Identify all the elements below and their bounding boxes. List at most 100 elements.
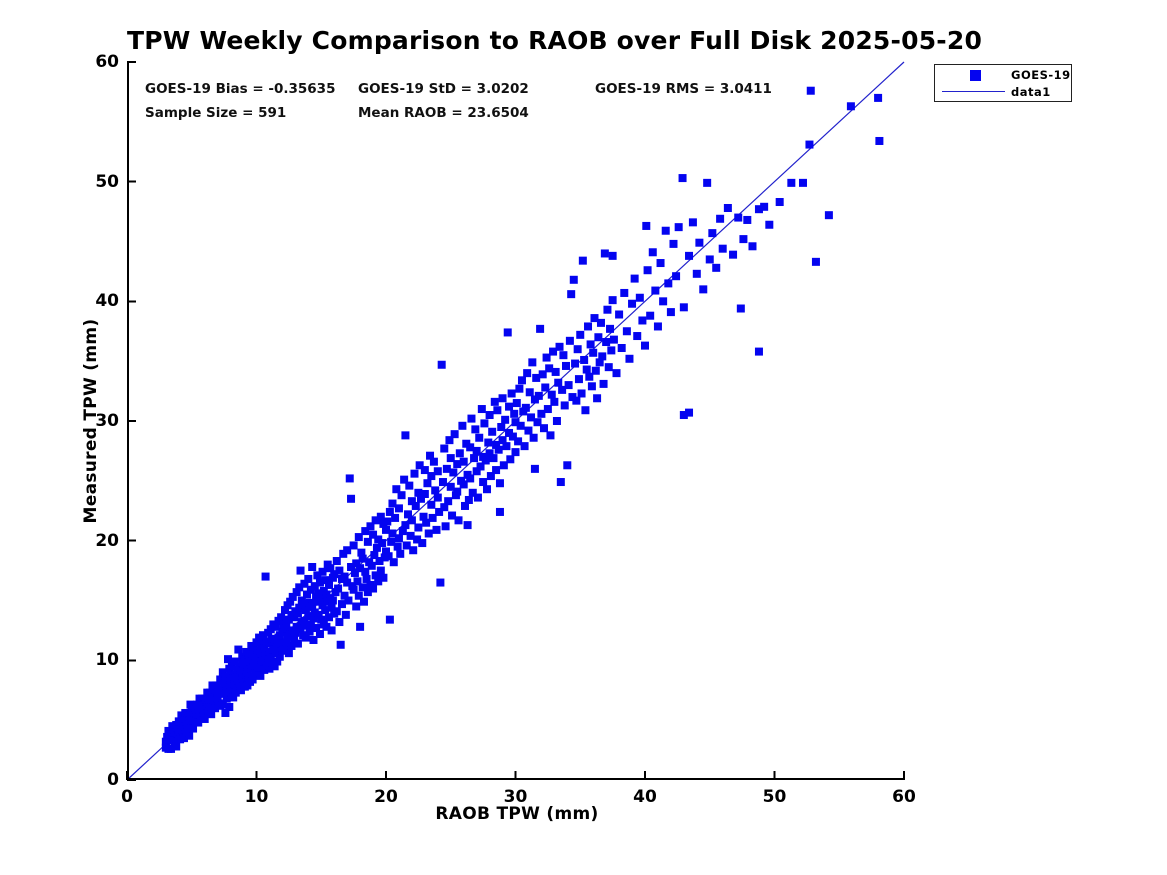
scatter-point <box>483 485 492 494</box>
scatter-point <box>436 578 445 587</box>
scatter-point <box>438 478 447 487</box>
scatter-point <box>334 584 343 593</box>
scatter-point <box>765 220 774 229</box>
scatter-point <box>511 418 520 427</box>
scatter-point <box>309 614 318 623</box>
scatter-point <box>503 328 512 337</box>
scatter-point <box>314 610 323 619</box>
chart-title: TPW Weekly Comparison to RAOB over Full … <box>127 26 983 55</box>
scatter-point <box>293 609 302 618</box>
scatter-point <box>486 472 495 481</box>
scatter-point <box>661 226 670 235</box>
scatter-point <box>325 613 334 622</box>
scatter-point <box>312 624 321 633</box>
scatter-point <box>231 670 240 679</box>
scatter-point <box>729 250 738 259</box>
scatter-point <box>394 534 403 543</box>
scatter-point <box>563 461 572 470</box>
scatter-point <box>255 663 264 672</box>
scatter-point <box>280 624 289 633</box>
scatter-point <box>414 523 423 532</box>
scatter-point <box>495 479 504 488</box>
scatter-point <box>340 591 349 600</box>
scatter-point <box>572 396 581 405</box>
scatter-point <box>718 244 727 253</box>
scatter-point <box>256 671 265 680</box>
y-tick-label: 40 <box>95 291 119 312</box>
y-tick-label: 30 <box>95 411 119 431</box>
scatter-point <box>525 388 534 397</box>
scatter-point <box>577 389 586 398</box>
scatter-point <box>402 541 411 550</box>
scatter-point <box>385 507 394 516</box>
scatter-point <box>586 340 595 349</box>
scatter-point <box>459 457 468 466</box>
scatter-point <box>397 491 406 500</box>
scatter-point <box>699 285 708 294</box>
scatter-point <box>258 631 267 640</box>
scatter-point <box>407 497 416 506</box>
y-tick-label: 0 <box>107 770 119 790</box>
scatter-point <box>356 564 365 573</box>
scatter-point <box>805 140 814 149</box>
scatter-point <box>501 415 510 424</box>
scatter-point <box>604 363 613 372</box>
scatter-point <box>498 436 507 445</box>
scatter-point <box>352 602 361 611</box>
scatter-point <box>546 431 555 440</box>
scatter-point <box>213 694 222 703</box>
scatter-point <box>578 256 587 265</box>
legend-label-data1: data1 <box>1011 85 1051 99</box>
scatter-point <box>556 478 565 487</box>
scatter-point <box>552 417 561 425</box>
scatter-point <box>538 370 547 379</box>
scatter-point <box>393 542 402 551</box>
scatter-point <box>265 664 274 673</box>
scatter-point <box>282 638 291 647</box>
scatter-point <box>798 178 807 187</box>
scatter-point <box>248 675 257 684</box>
scatter-point <box>296 566 305 575</box>
scatter-point <box>492 466 501 475</box>
scatter-point <box>375 557 384 566</box>
scatter-point <box>252 653 261 662</box>
scatter-point <box>419 512 428 521</box>
scatter-point <box>218 668 227 677</box>
scatter-point <box>318 567 327 576</box>
scatter-point <box>266 625 275 634</box>
scatter-point <box>361 567 370 576</box>
scatter-point <box>532 373 541 382</box>
scatter-point <box>874 93 883 102</box>
scatter-point <box>212 681 221 690</box>
scatter-point <box>358 583 367 592</box>
stat-std: GOES-19 StD = 3.0202 <box>358 81 529 97</box>
legend-label-goes19: GOES-19 <box>1011 68 1071 82</box>
scatter-point <box>736 304 745 313</box>
scatter-point <box>270 662 279 671</box>
scatter-point <box>448 511 457 520</box>
scatter-point <box>401 431 410 440</box>
scatter-point <box>596 318 605 327</box>
scatter-point <box>326 564 335 573</box>
scatter-point <box>455 449 464 458</box>
scatter-point <box>484 438 493 447</box>
scatter-point <box>422 518 431 527</box>
x-tick-label: 10 <box>244 787 269 807</box>
scatter-point <box>389 558 398 567</box>
scatter-point <box>712 263 721 272</box>
scatter-point <box>485 411 494 420</box>
scatter-point <box>581 406 590 415</box>
scatter-point <box>260 665 269 674</box>
scatter-point <box>318 601 327 610</box>
scatter-point <box>633 332 642 341</box>
scatter-point <box>410 469 419 478</box>
scatter-point <box>273 657 282 666</box>
scatter-point <box>194 701 203 710</box>
scatter-point <box>453 487 462 496</box>
scatter-point <box>476 462 485 471</box>
scatter-point <box>227 662 236 671</box>
scatter-point <box>444 497 453 506</box>
scatter-point <box>369 530 378 539</box>
scatter-point <box>537 409 546 418</box>
